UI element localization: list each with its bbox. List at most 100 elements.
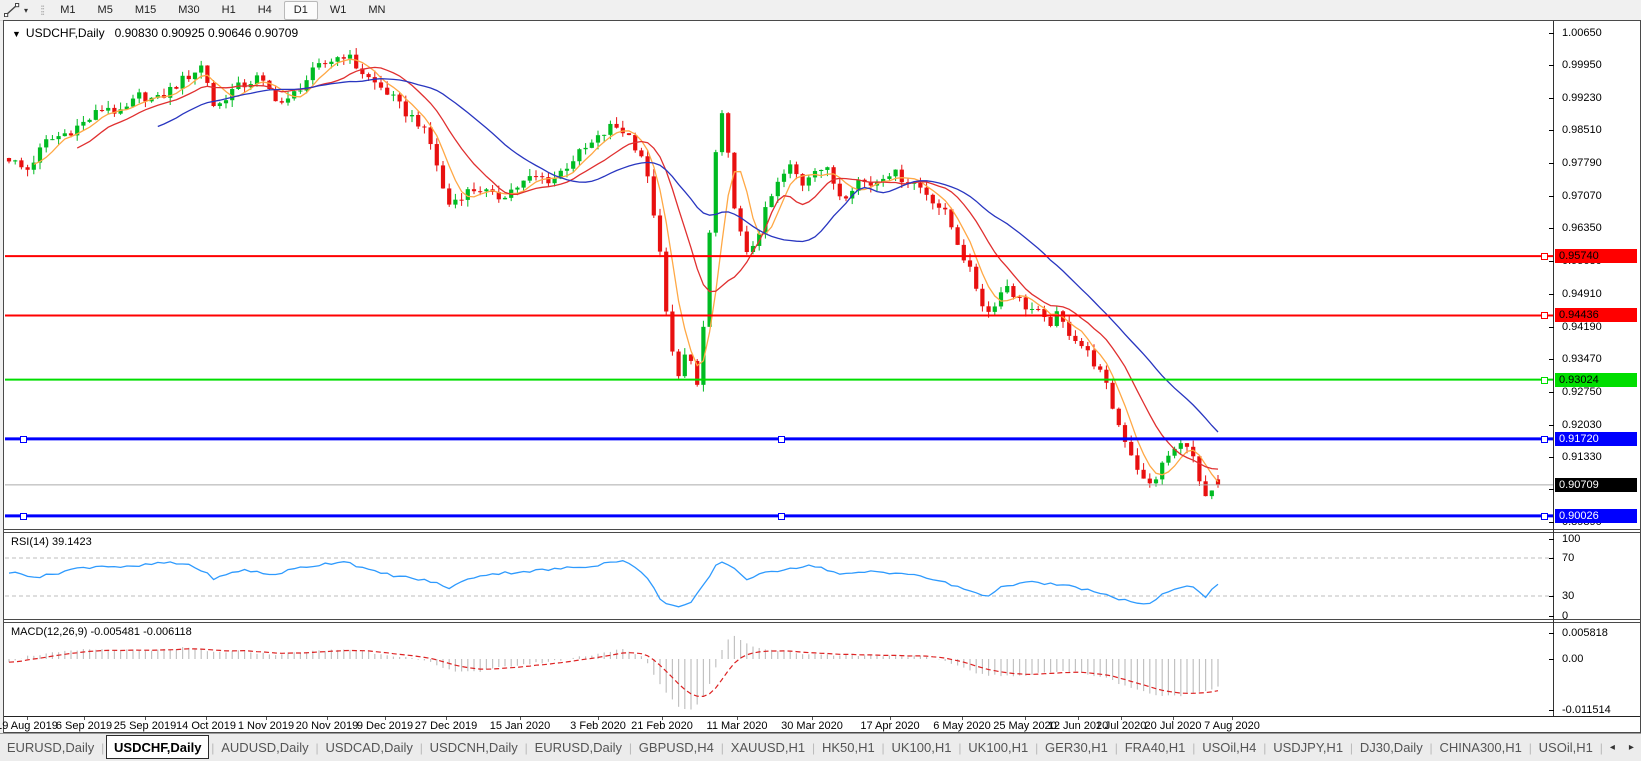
chart-window: ▼ USDCHF,Daily 0.90830 0.90925 0.90646 0.9… xyxy=(0,20,1641,733)
macd-indicator-label: MACD(12,26,9) -0.005481 -0.006118 xyxy=(11,626,192,638)
macd-tick xyxy=(1549,659,1554,660)
date-label: 12 Jun 2020 xyxy=(1047,720,1109,732)
chart-title[interactable]: ▼ USDCHF,Daily 0.90830 0.90925 0.90646 0.9… xyxy=(12,26,298,40)
date-label: 17 Apr 2020 xyxy=(860,720,920,732)
tabs-scroll-right-icon[interactable]: ▸ xyxy=(1628,742,1634,753)
price-tick xyxy=(1549,456,1554,458)
chart-tab-dj30-daily[interactable]: DJ30,Daily xyxy=(1359,740,1423,755)
timeframe-button-w1[interactable]: W1 xyxy=(329,3,347,16)
time-tick xyxy=(1232,717,1233,720)
tab-separator: | xyxy=(524,740,528,755)
pane-splitter-macd[interactable] xyxy=(4,619,1640,623)
chart-tab-audusd-daily[interactable]: AUDUSD,Daily xyxy=(221,740,309,755)
time-axis: 19 Aug 2019 6 Sep 2019 25 Sep 2019 14 Oct 2… xyxy=(0,716,1640,732)
time-tick xyxy=(812,717,813,720)
chart-tab-usoil-h4[interactable]: USOil,H4 xyxy=(1202,740,1257,755)
chart-tab-eurusd-daily[interactable]: EURUSD,Daily xyxy=(534,740,622,755)
tab-separator: | xyxy=(628,740,632,755)
rsi-scale-label: 100 xyxy=(1562,533,1581,545)
date-label: 1 Nov 2019 xyxy=(237,720,295,732)
timeframe-button-h4[interactable]: H4 xyxy=(257,3,272,16)
price-tick-label: 0.99230 xyxy=(1562,91,1602,104)
hline-anchor xyxy=(1541,376,1548,384)
rsi-scale-label: 30 xyxy=(1562,590,1575,602)
date-label: 30 Mar 2020 xyxy=(781,720,843,732)
macd-tick xyxy=(1549,710,1554,711)
timeframe-button-h1[interactable]: H1 xyxy=(221,3,236,16)
hline-price-label: 0.90026 xyxy=(1555,508,1637,523)
hline-price-label: 0.94436 xyxy=(1555,308,1637,323)
hline-price-label: 0.93024 xyxy=(1555,372,1637,387)
price-tick-label: 0.98510 xyxy=(1562,124,1602,137)
chart-tab-china300-h1[interactable]: CHINA300,H1 xyxy=(1439,740,1522,755)
time-tick xyxy=(962,717,963,720)
price-tick-label: 0.92750 xyxy=(1562,386,1602,399)
date-label: 6 May 2020 xyxy=(933,720,991,732)
toolbar-grip[interactable]: ⁞⁞ xyxy=(40,2,45,18)
tab-separator: | xyxy=(1192,740,1196,755)
price-tick xyxy=(1549,326,1554,328)
chart-collapse-icon[interactable]: ▼ xyxy=(12,29,21,39)
time-tick xyxy=(84,717,85,720)
date-label: 3 Feb 2020 xyxy=(570,720,626,732)
price-tick-label: 0.94190 xyxy=(1562,320,1602,333)
date-label: 7 Aug 2020 xyxy=(1204,720,1260,732)
macd-canvas[interactable] xyxy=(5,623,1553,716)
timeframe-button-m1[interactable]: M1 xyxy=(60,3,76,16)
price-tick xyxy=(1549,489,1554,491)
chart-ohlc-values: 0.90830 0.90925 0.90646 0.90709 xyxy=(114,26,299,40)
tabs-scroll-left-icon[interactable]: ◂ xyxy=(1609,742,1615,753)
chart-tab-usoil-h1[interactable]: USOil,H1 xyxy=(1538,740,1593,755)
tab-separator: | xyxy=(1349,740,1354,755)
pane-splitter-rsi[interactable] xyxy=(4,529,1640,533)
timeframe-button-mn[interactable]: MN xyxy=(368,3,386,16)
timeframe-button-d1[interactable]: D1 xyxy=(283,0,318,20)
draw-tool-button[interactable]: ▾ xyxy=(0,1,32,19)
price-chart-canvas[interactable] xyxy=(5,21,1553,529)
hline-selection-handle[interactable] xyxy=(1541,512,1548,520)
time-tick xyxy=(266,717,267,720)
current-price-label: 0.90709 xyxy=(1555,477,1637,492)
rsi-scale-label: 0 xyxy=(1562,610,1569,622)
hline-selection-handle[interactable] xyxy=(1541,435,1548,443)
chart-tab-usdcad-daily[interactable]: USDCAD,Daily xyxy=(325,740,413,755)
price-tick xyxy=(1549,130,1554,132)
hline-price-label: 0.91720 xyxy=(1555,431,1637,446)
chart-tab-hk50-h1[interactable]: HK50,H1 xyxy=(821,740,875,755)
rsi-scale-label: 70 xyxy=(1562,552,1575,564)
chart-tab-usdchf-daily[interactable]: USDCHF,Daily xyxy=(106,735,210,759)
hline-selection-handle[interactable] xyxy=(20,512,27,520)
tab-separator: | xyxy=(1599,740,1603,755)
price-tick-label: 0.92030 xyxy=(1562,418,1602,431)
hline-selection-handle[interactable] xyxy=(778,512,785,520)
macd-tick xyxy=(1549,633,1554,634)
rsi-tick xyxy=(1549,539,1554,540)
price-tick-label: 0.94910 xyxy=(1562,287,1602,300)
rsi-canvas[interactable] xyxy=(5,533,1553,619)
time-tick xyxy=(327,717,328,720)
price-tick xyxy=(1549,33,1554,34)
time-tick xyxy=(1121,717,1122,720)
chart-tab-uk100-h1[interactable]: UK100,H1 xyxy=(968,740,1029,755)
hline-selection-handle[interactable] xyxy=(778,435,785,443)
chart-tab-gbpusd-h4[interactable]: GBPUSD,H4 xyxy=(638,740,714,755)
chart-tab-usdcnh-daily[interactable]: USDCNH,Daily xyxy=(429,740,518,755)
time-tick xyxy=(662,717,663,720)
top-toolbar: ▾ ⁞⁞ M1 M5 M15 M30 H1 H4 D1 W1 MN xyxy=(0,0,1641,21)
hline-selection-handle[interactable] xyxy=(20,435,27,443)
chart-tab-xauusd-h1[interactable]: XAUUSD,H1 xyxy=(730,740,806,755)
time-tick xyxy=(446,717,447,720)
chart-tab-fra40-h1[interactable]: FRA40,H1 xyxy=(1124,740,1186,755)
date-label: 25 Sep 2019 xyxy=(113,720,177,732)
timeframe-button-m15[interactable]: M15 xyxy=(134,3,157,16)
chart-tab-eurusd-daily[interactable]: EURUSD,Daily xyxy=(6,740,95,755)
chart-tab-ger30-h1[interactable]: GER30,H1 xyxy=(1045,740,1108,755)
rsi-indicator-label: RSI(14) 39.1423 xyxy=(11,536,92,548)
chart-tab-uk100-h1[interactable]: UK100,H1 xyxy=(891,740,952,755)
time-tick xyxy=(520,717,521,720)
time-tick xyxy=(890,717,891,720)
chart-tab-usdjpy-h1[interactable]: USDJPY,H1 xyxy=(1273,740,1344,755)
timeframe-button-m30[interactable]: M30 xyxy=(178,3,200,16)
time-tick xyxy=(737,717,738,720)
timeframe-button-m5[interactable]: M5 xyxy=(97,3,113,16)
